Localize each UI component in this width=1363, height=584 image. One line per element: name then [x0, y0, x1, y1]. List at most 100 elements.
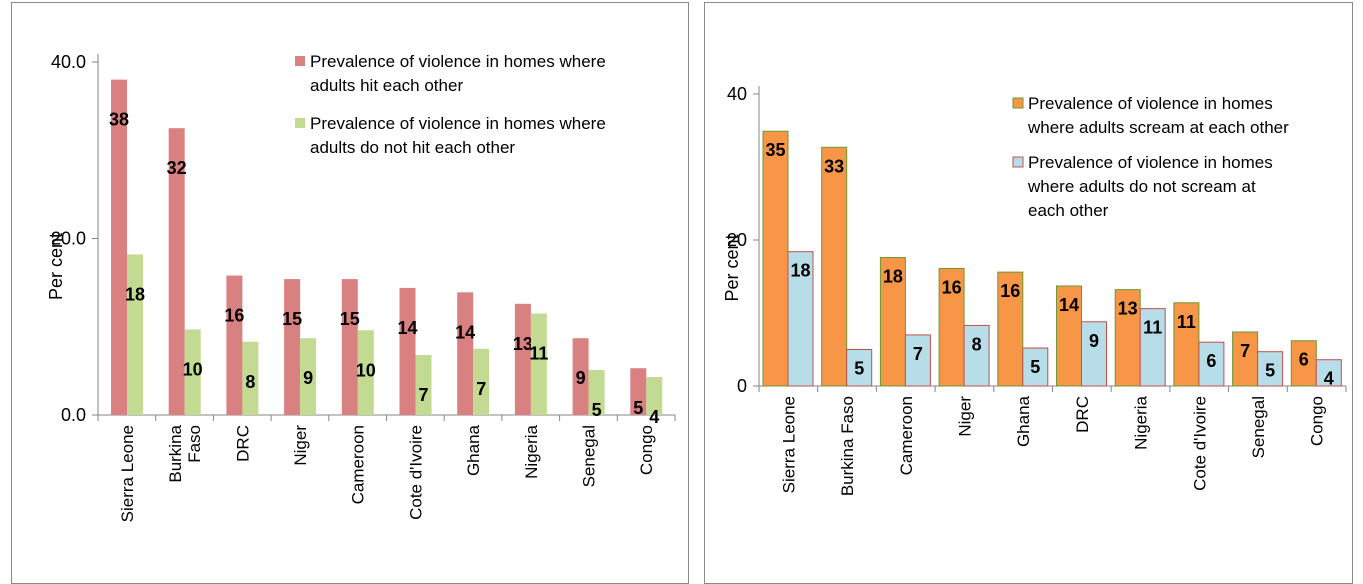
category-label-line: Congo [637, 425, 656, 475]
bar-s2-10 [1315, 359, 1342, 387]
y-tick-label: 0.0 [61, 405, 86, 425]
data-label-s1-1: 38 [109, 110, 129, 130]
bar-s2-2 [184, 329, 201, 415]
bar-s1-10 [1290, 340, 1317, 387]
category-label-line: Burkina [166, 424, 185, 482]
legend-item-2: Prevalence of violence in homes where adu… [295, 114, 606, 157]
bar-s2-8 [1198, 341, 1225, 387]
bar-s2-4 [963, 324, 990, 387]
data-label-s2-7: 7 [476, 379, 486, 399]
category-label-3: DRC [233, 425, 252, 462]
data-label-s2-8: 6 [1206, 351, 1216, 371]
bar-s1-4 [284, 279, 301, 415]
category-label-1: Sierra Leone [779, 396, 798, 493]
bar-s2-6 [1081, 321, 1107, 387]
category-label-5: Ghana [1014, 395, 1033, 447]
data-label-s2-1: 18 [790, 261, 810, 281]
legend-text: adults hit each other [310, 76, 463, 95]
bar-s1-1 [111, 79, 127, 416]
category-label-5: Cameroon [349, 425, 368, 504]
bar-s1-8 [514, 303, 531, 415]
bar-s2-3 [242, 341, 259, 415]
bar-s1-8 [1173, 302, 1200, 387]
bar-s1-6 [399, 287, 416, 415]
y-tick-label: 40 [727, 84, 747, 104]
data-label-s1-1: 35 [765, 140, 785, 160]
legend-swatch [295, 118, 305, 128]
data-label-s1-7: 14 [455, 322, 475, 342]
category-label-line: Sierra Leone [779, 396, 798, 493]
bar-s2-4 [300, 338, 317, 415]
category-label-7: Ghana [464, 424, 483, 476]
bar-s1-1 [762, 130, 789, 387]
bar-s2-6 [415, 354, 432, 415]
category-label-4: Niger [291, 425, 310, 466]
data-label-s2-10: 4 [649, 407, 659, 427]
data-label-s1-5: 16 [1000, 281, 1020, 301]
category-label-line: Faso [185, 425, 204, 463]
category-label-line: Senegal [579, 425, 598, 487]
bar-s2-9 [588, 369, 605, 415]
category-label-4: Niger [955, 396, 974, 437]
data-label-s2-10: 4 [1324, 369, 1334, 389]
legend-text: Prevalence of violence in homes where [310, 114, 606, 133]
category-label-line: Ghana [464, 424, 483, 476]
data-label-s1-4: 15 [282, 309, 302, 329]
bar-s1-2 [168, 128, 185, 415]
data-label-s2-5: 10 [356, 360, 376, 380]
data-label-s1-10: 5 [633, 398, 643, 418]
legend-text: Prevalence of violence in homes [1028, 153, 1273, 172]
data-label-s1-6: 14 [397, 318, 417, 338]
bar-s2-9 [1257, 351, 1284, 387]
y-tick-label: 20 [727, 230, 747, 250]
category-label-line: Cote d'Ivoire [1190, 396, 1209, 491]
data-label-s1-6: 14 [1059, 295, 1079, 315]
category-label-6: DRC [1073, 396, 1092, 433]
data-label-s1-3: 16 [224, 306, 244, 326]
data-label-s1-7: 13 [1118, 299, 1138, 319]
data-label-s2-9: 5 [592, 400, 602, 420]
category-label-line: Niger [955, 396, 974, 437]
data-label-s2-1: 18 [125, 284, 145, 304]
category-label-9: Senegal [579, 425, 598, 487]
y-axis-title: Per cent [722, 234, 742, 301]
category-label-line: Cameroon [897, 396, 916, 475]
category-label-9: Senegal [1249, 396, 1268, 458]
data-label-s1-9: 7 [1240, 341, 1250, 361]
data-label-s2-4: 8 [972, 334, 982, 354]
data-label-s1-8: 13 [513, 334, 533, 354]
data-label-s2-6: 7 [418, 385, 428, 405]
bar-s1-9 [572, 338, 589, 415]
data-label-s2-7: 11 [1143, 318, 1162, 338]
data-label-s2-9: 5 [1265, 361, 1275, 381]
bar-s1-7 [1114, 289, 1141, 387]
bar-s2-8 [530, 313, 547, 415]
legend-swatch [1012, 156, 1024, 168]
legend-item-2: Prevalence of violence in homes where adu… [1012, 153, 1273, 220]
chart-panel-left: 0.0 20.0 40.0 Per cent 38 32 16 15 15 14 14 13 9 5 18 1… [11, 2, 689, 584]
data-label-s1-8: 11 [1177, 312, 1196, 332]
legend-text: each other [1028, 201, 1109, 220]
category-label-6: Cote d'Ivoire [406, 425, 425, 520]
category-label-10: Congo [1308, 396, 1327, 446]
category-label-line: Ghana [1014, 395, 1033, 447]
data-label-s1-10: 6 [1299, 350, 1309, 370]
bar-s2-2 [846, 349, 873, 387]
bar-s2-1 [127, 254, 143, 415]
bar-s1-7 [457, 292, 474, 415]
legend-text: where adults scream at each other [1027, 118, 1289, 137]
data-label-s2-6: 9 [1089, 331, 1099, 351]
bar-s1-9 [1232, 331, 1259, 387]
legend-text: where adults do not scream at [1027, 177, 1256, 196]
data-label-s2-3: 8 [245, 372, 255, 392]
category-label-3: Cameroon [897, 396, 916, 475]
bar-s2-1 [787, 251, 814, 387]
data-label-s2-3: 7 [913, 344, 923, 364]
category-label-line: Cameroon [349, 425, 368, 504]
bar-s1-10 [630, 368, 647, 415]
category-label-line: Cote d'Ivoire [406, 425, 425, 520]
bar-s2-7 [1139, 308, 1166, 387]
legend-swatch [295, 56, 305, 66]
legend-text: Prevalence of violence in homes where [310, 52, 606, 71]
bar-s1-2 [821, 146, 848, 387]
